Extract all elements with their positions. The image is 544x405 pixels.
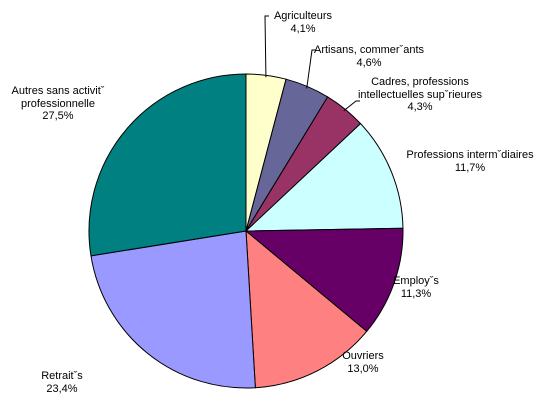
category-label: Employˇs xyxy=(393,275,439,287)
leader-line xyxy=(343,100,360,112)
category-label: Artisans, commerˇants xyxy=(313,44,425,56)
category-label: Ouvriers xyxy=(342,350,384,362)
pie-slice xyxy=(90,230,256,389)
slice-label: Employˇs 11,3% xyxy=(376,275,456,300)
pie-slice xyxy=(88,73,247,257)
value-label: 4,6% xyxy=(356,56,382,69)
category-label: Retraitˇs xyxy=(41,370,83,382)
slice-label: Artisans, commerˇants 4,6% xyxy=(304,44,434,69)
category-label: Professions intermˇdiaires xyxy=(406,149,534,161)
value-label: 23,4% xyxy=(46,382,78,395)
slice-label: Retraitˇs 23,4% xyxy=(22,370,102,395)
pie-slice xyxy=(244,227,404,333)
slice-label: Autres sans activitˇ professionnelle 27,5… xyxy=(0,85,118,123)
pie-slice xyxy=(244,122,404,232)
leader-line xyxy=(264,15,269,78)
value-label: 4,3% xyxy=(407,101,433,113)
value-label: 11,3% xyxy=(400,287,432,300)
value-label: 27,5% xyxy=(42,110,74,122)
slice-label: Cadres, professions intellectuelles supˇ… xyxy=(345,76,495,114)
pie-slice xyxy=(245,229,368,389)
value-label: 13,0% xyxy=(347,362,379,375)
slice-label: Agriculteurs 4,1% xyxy=(253,10,353,35)
category-label: Cadres, professions intellectuelles supˇ… xyxy=(357,76,483,101)
slice-label: Professions intermˇdiaires 11,7% xyxy=(395,149,544,174)
value-label: 11,7% xyxy=(454,161,486,174)
value-label: 4,1% xyxy=(290,22,316,35)
leader-line xyxy=(306,49,316,89)
category-label: Agriculteurs xyxy=(273,10,333,22)
category-label: Autres sans activitˇ professionnelle xyxy=(11,85,105,110)
slice-label: Ouvriers 13,0% xyxy=(323,350,403,375)
